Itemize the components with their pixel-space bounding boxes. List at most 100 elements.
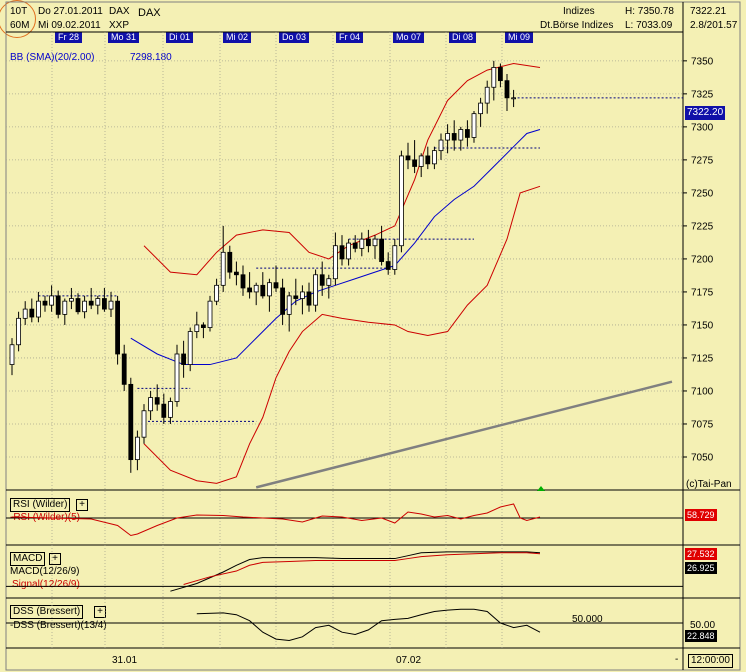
rsi-line [11,503,541,537]
day-tab-4[interactable]: Do 03 [279,32,310,43]
candle-body [273,282,279,289]
candle-body [451,133,457,141]
price-tick-label: 7150 [691,320,714,331]
candle-body [326,278,332,286]
candle-body [108,300,114,310]
price-tick-label: 7075 [691,419,714,430]
candle-body [319,274,325,286]
x-label-1: 31.01 [112,655,138,666]
candle-body [352,242,358,249]
candle-body [484,86,490,104]
candle-body [247,287,253,293]
price-tick-label: 7300 [691,122,714,133]
candle-body [471,113,477,138]
dss-add-icon[interactable]: + [94,606,106,618]
candle-body [260,284,266,297]
candle-body [253,284,259,293]
candle-body [359,238,365,249]
low-value: L: 7033.09 [625,20,673,31]
symbol: DAX [109,6,130,17]
candle-body [299,291,305,299]
x-label-2: 07.02 [396,655,422,666]
candle-body [194,324,200,332]
rsi-add-icon[interactable]: + [76,499,88,511]
candle-body [418,155,424,167]
day-tab-2[interactable]: Di 01 [166,32,194,43]
signal-line-label: Signal(12/26/9) [12,579,80,590]
candle-body [445,133,451,141]
rsi-title[interactable]: RSI (Wilder) [10,498,71,512]
candle-body [69,298,74,302]
candle-body [478,102,484,115]
sma-line [130,129,541,366]
day-tab-3[interactable]: Mi 02 [223,32,252,43]
candle-body [187,331,193,365]
dss-title[interactable]: DSS (Bressert) [10,605,84,619]
candle-body [280,287,286,315]
price-tick-label: 7125 [691,353,714,364]
candle-body [42,300,48,306]
candle-body [148,397,154,412]
candle-body [431,150,437,165]
last-value: 7322.21 [690,6,727,17]
candle-body [385,261,391,270]
macd-add-icon[interactable]: + [49,553,61,565]
bb-value: 7298.180 [130,52,172,63]
candle-body [504,80,510,99]
price-tick-label: 7325 [691,89,714,100]
candle-body [141,410,147,438]
date-to: Mi 09.02.2011 [38,20,101,31]
candle-body [36,300,41,318]
candle-body [313,274,319,306]
candle-body [128,383,134,461]
dss-value-box: 22.848 [685,630,717,642]
bb-label: BB (SMA)(20/2.00) [10,52,95,63]
candle-body [398,155,404,247]
candle-body [207,300,213,328]
dss-line [196,608,541,641]
candle-body [306,291,312,306]
day-tab-1[interactable]: Mo 31 [108,32,140,43]
candle-body [227,251,233,273]
candle-body [293,295,299,299]
candle-body [62,300,68,315]
macd-title[interactable]: MACD [10,552,46,566]
rsi-value-box: 58.729 [685,509,717,521]
candle-body [438,139,444,152]
candle-body [372,238,378,247]
day-tab-0[interactable]: Fr 28 [55,32,83,43]
macd-value-box: 27.532 [685,548,717,560]
dss-line-label: -DSS (Bressert)(13/4) [10,620,107,631]
category: Indizes [563,6,595,17]
day-tab-8[interactable]: Mi 09 [505,32,534,43]
candle-body [161,403,167,418]
day-tab-6[interactable]: Mo 07 [393,32,425,43]
price-tick-label: 7250 [691,188,714,199]
price-tick-label: 7100 [691,386,714,397]
signal-line [183,552,541,585]
candle-body [339,245,345,260]
day-tab-7[interactable]: Di 08 [449,32,477,43]
macd-line [170,551,541,592]
dss-level-label: 50.000 [572,614,603,625]
price-box: 7322.20 [685,106,726,120]
candle-body [181,353,187,365]
candle-body [102,298,107,310]
copyright: (c)Tai-Pan [686,479,732,490]
scroll-minus[interactable]: - [675,654,679,665]
candle-body [286,295,292,315]
day-tab-5[interactable]: Fr 04 [336,32,364,43]
up-arrow-icon [537,486,545,491]
candle-body [16,317,22,346]
candle-body [405,155,411,161]
candle-body [174,353,180,402]
category-full: Dt.Börse Indizes [540,20,614,31]
candle-body [220,251,226,286]
macd-line-label: MACD(12/26/9) [10,566,80,577]
candle-body [95,298,101,306]
candle-body [379,238,385,262]
exchange: XXP [109,20,130,31]
price-tick-label: 7350 [691,56,714,67]
